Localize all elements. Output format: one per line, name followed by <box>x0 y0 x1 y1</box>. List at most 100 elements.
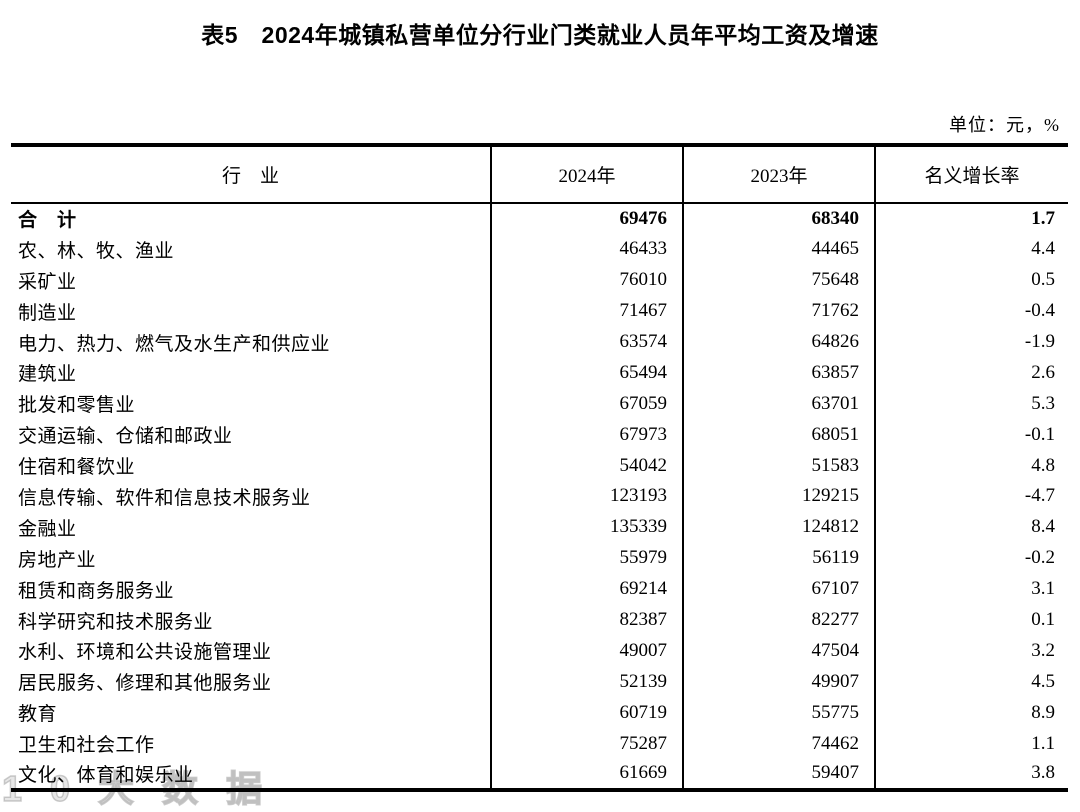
growth-rate-cell: 8.9 <box>1031 701 1055 723</box>
industry-cell: 科学研究和技术服务业 <box>11 604 492 636</box>
value-2023-cell: 59407 <box>683 759 876 790</box>
growth-rate-cell: 2.6 <box>1031 361 1055 383</box>
growth-rate-cell: 1.1 <box>1031 732 1055 754</box>
table-row: 制造业 71467 71762 -0.4 <box>11 295 1068 327</box>
table-row: 房地产业 55979 56119 -0.2 <box>11 542 1068 574</box>
growth-rate-cell: 4.8 <box>1031 454 1055 476</box>
col-header-2024: 2024年 <box>491 145 684 204</box>
value-2024-cell: 67059 <box>491 388 684 420</box>
value-2024-cell: 69476 <box>491 203 684 234</box>
table-row: 文化、体育和娱乐业 61669 59407 3.8 <box>11 759 1068 790</box>
value-2024-cell: 71467 <box>491 295 684 327</box>
growth-rate-cell: 3.8 <box>1031 762 1055 784</box>
col-header-industry: 行 业 <box>11 145 492 204</box>
growth-rate-cell: 0.1 <box>1031 609 1055 631</box>
value-2023-cell: 67107 <box>683 573 876 605</box>
growth-rate-cell: 4.5 <box>1031 670 1055 692</box>
table-title: 表5 2024年城镇私营单位分行业门类就业人员年平均工资及增速 <box>201 22 879 48</box>
value-2024-cell: 123193 <box>491 481 684 512</box>
table-row: 金融业 135339 124812 8.4 <box>11 511 1068 543</box>
industry-cell: 房地产业 <box>11 542 492 574</box>
value-2024-cell: 55979 <box>491 542 684 574</box>
header-row: 行 业 2024年 2023年 名义增长率 <box>11 145 1068 204</box>
value-2023-cell: 63701 <box>683 388 876 420</box>
value-2023-cell: 64826 <box>683 326 876 358</box>
value-2023-cell: 124812 <box>683 511 876 543</box>
value-2023-cell: 44465 <box>683 233 876 265</box>
growth-rate-cell: -0.2 <box>1024 547 1055 569</box>
value-2023-cell: 74462 <box>683 728 876 760</box>
value-2023-cell: 55775 <box>683 697 876 729</box>
growth-rate-cell: -4.7 <box>1024 485 1055 507</box>
growth-rate-cell: 3.2 <box>1031 639 1055 661</box>
table-row: 租赁和商务服务业 69214 67107 3.1 <box>11 573 1068 605</box>
industry-cell: 水利、环境和公共设施管理业 <box>11 635 492 667</box>
value-2024-cell: 54042 <box>491 450 684 482</box>
value-2024-cell: 63574 <box>491 326 684 358</box>
value-2023-cell: 51583 <box>683 450 876 482</box>
value-2024-cell: 61669 <box>491 759 684 790</box>
value-2024-cell: 76010 <box>491 264 684 296</box>
table-row: 电力、热力、燃气及水生产和供应业 63574 64826 -1.9 <box>11 326 1068 358</box>
growth-rate-cell: 0.5 <box>1031 269 1055 291</box>
industry-cell: 电力、热力、燃气及水生产和供应业 <box>11 326 492 358</box>
table-row: 卫生和社会工作 75287 74462 1.1 <box>11 728 1068 760</box>
growth-rate-cell: 5.3 <box>1031 392 1055 414</box>
industry-cell: 文化、体育和娱乐业 <box>11 759 492 790</box>
industry-cell: 教育 <box>11 697 492 729</box>
table-row: 居民服务、修理和其他服务业 52139 49907 4.5 <box>11 666 1068 698</box>
industry-cell: 合 计 <box>11 203 492 234</box>
table-header: 行 业 2024年 2023年 名义增长率 <box>11 145 1068 204</box>
table-body: 合 计 69476 68340 1.7 农、林、牧、渔业 46433 44465 4.4 采矿业… <box>11 203 1068 790</box>
growth-rate-cell: -1.9 <box>1024 331 1055 352</box>
industry-cell: 金融业 <box>11 511 492 543</box>
table-row: 采矿业 76010 75648 0.5 <box>11 264 1068 296</box>
table-row: 信息传输、软件和信息技术服务业 123193 129215 -4.7 <box>11 481 1068 512</box>
table-row: 合 计 69476 68340 1.7 <box>11 203 1068 234</box>
value-2023-cell: 68051 <box>683 419 876 451</box>
table-row: 水利、环境和公共设施管理业 49007 47504 3.2 <box>11 635 1068 667</box>
industry-cell: 农、林、牧、渔业 <box>11 233 492 265</box>
industry-cell: 信息传输、软件和信息技术服务业 <box>11 481 492 512</box>
industry-cell: 批发和零售业 <box>11 388 492 420</box>
value-2024-cell: 135339 <box>491 511 684 543</box>
unit-note: 单位：元，% <box>949 115 1060 135</box>
growth-rate-cell: 3.1 <box>1031 578 1055 600</box>
industry-cell: 采矿业 <box>11 264 492 296</box>
value-2024-cell: 75287 <box>491 728 684 760</box>
growth-rate-cell: 4.4 <box>1031 238 1055 260</box>
value-2023-cell: 75648 <box>683 264 876 296</box>
data-table: 行 业 2024年 2023年 名义增长率 合 计 69476 68340 1.7 农、… <box>11 143 1068 792</box>
industry-cell: 卫生和社会工作 <box>11 728 492 760</box>
value-2023-cell: 68340 <box>683 203 876 234</box>
table-row: 批发和零售业 67059 63701 5.3 <box>11 388 1068 420</box>
industry-cell: 租赁和商务服务业 <box>11 573 492 605</box>
value-2023-cell: 47504 <box>683 635 876 667</box>
value-2023-cell: 56119 <box>683 542 876 574</box>
growth-rate-cell: -0.4 <box>1024 300 1055 322</box>
value-2023-cell: 82277 <box>683 604 876 636</box>
value-2023-cell: 129215 <box>683 481 876 512</box>
value-2024-cell: 60719 <box>491 697 684 729</box>
growth-rate-cell: -0.1 <box>1024 423 1055 445</box>
value-2023-cell: 71762 <box>683 295 876 327</box>
industry-cell: 居民服务、修理和其他服务业 <box>11 666 492 698</box>
value-2024-cell: 69214 <box>491 573 684 605</box>
value-2023-cell: 49907 <box>683 666 876 698</box>
value-2024-cell: 67973 <box>491 419 684 451</box>
growth-rate-cell: 8.4 <box>1031 516 1055 538</box>
wage-table: 行 业 2024年 2023年 名义增长率 合 计 69476 68340 1.7 农、… <box>11 143 1068 792</box>
growth-rate-cell: 1.7 <box>1031 207 1055 229</box>
value-2024-cell: 52139 <box>491 666 684 698</box>
table-row: 住宿和餐饮业 54042 51583 4.8 <box>11 450 1068 482</box>
value-2024-cell: 65494 <box>491 357 684 389</box>
col-header-2023: 2023年 <box>683 145 876 204</box>
col-header-growth-rate: 名义增长率 <box>875 145 1068 204</box>
industry-cell: 交通运输、仓储和邮政业 <box>11 419 492 451</box>
table-row: 科学研究和技术服务业 82387 82277 0.1 <box>11 604 1068 636</box>
table-row: 交通运输、仓储和邮政业 67973 68051 -0.1 <box>11 419 1068 451</box>
table-row: 教育 60719 55775 8.9 <box>11 697 1068 729</box>
table-row: 建筑业 65494 63857 2.6 <box>11 357 1068 389</box>
industry-cell: 制造业 <box>11 295 492 327</box>
value-2024-cell: 46433 <box>491 233 684 265</box>
